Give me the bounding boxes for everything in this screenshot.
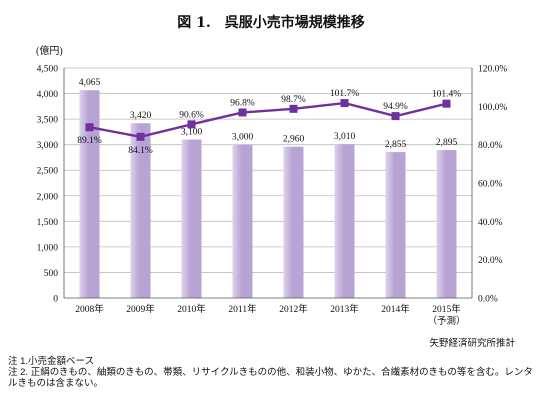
y2-tick-label: 20.0% xyxy=(478,256,503,266)
gridlines xyxy=(64,67,472,273)
bar-value-label: 3,100 xyxy=(181,128,203,138)
growth-rate-label: 89.1% xyxy=(77,136,102,146)
left-axis-unit: (億円) xyxy=(36,46,63,57)
x-tick-label: 2008年 xyxy=(75,303,104,315)
growth-rate-marker xyxy=(289,104,298,113)
bar xyxy=(130,123,151,298)
x-tick-label: （予測） xyxy=(427,315,465,327)
x-tick-label: 2010年 xyxy=(177,303,206,315)
bar-value-label: 2,960 xyxy=(283,135,305,145)
x-tick-label: 2011年 xyxy=(228,303,257,315)
growth-rate-label: 98.7% xyxy=(281,95,306,105)
growth-rate-label: 94.9% xyxy=(383,102,408,112)
y-tick-label: 0 xyxy=(53,295,58,305)
y2-tick-label: 100.0% xyxy=(478,103,507,113)
footnotes: 注 1.小売金額ベース 注 2. 正絹のきもの、紬類のきもの、帯類、リサイクルき… xyxy=(8,356,536,389)
bar-value-label: 2,895 xyxy=(436,138,458,148)
footnote-1: 注 1.小売金額ベース xyxy=(8,356,95,367)
bar xyxy=(283,146,304,298)
growth-rate-series xyxy=(85,99,451,141)
growth-rate-marker xyxy=(238,108,247,117)
bar-series xyxy=(79,90,457,298)
x-tick-label: 2013年 xyxy=(330,303,359,315)
growth-rate-marker xyxy=(442,99,451,108)
growth-rate-marker xyxy=(391,112,400,121)
chart-area: 4,065 3,420 3,100 3,000 2,960 3,010 2,855 2,895… xyxy=(37,65,516,350)
x-tick-label: 2012年 xyxy=(279,303,308,315)
footnote-2: 注 2. 正絹のきもの、紬類のきもの、帯類、リサイクルきものの他、和装小物、ゆか… xyxy=(8,367,533,389)
x-tick-label: 2014年 xyxy=(381,303,410,315)
bar xyxy=(334,144,355,298)
x-tick-label: 2015年 xyxy=(432,303,461,315)
y-tick-label: 4,500 xyxy=(37,65,59,75)
y-tick-label: 3,000 xyxy=(37,141,59,151)
bar-value-label: 3,420 xyxy=(130,111,152,121)
y-tick-label: 1,000 xyxy=(37,243,59,253)
bar xyxy=(181,139,202,298)
x-tick-label: 2009年 xyxy=(126,303,155,315)
bar-value-label: 3,000 xyxy=(232,133,254,143)
y-tick-label: 4,000 xyxy=(37,90,59,100)
y2-tick-label: 60.0% xyxy=(478,180,503,190)
y2-tick-label: 0.0% xyxy=(478,295,498,305)
y2-tick-label: 40.0% xyxy=(478,218,503,228)
growth-rate-label: 90.6% xyxy=(179,110,204,120)
growth-rate-marker xyxy=(340,99,349,108)
y-tick-label: 3,500 xyxy=(37,116,59,126)
source-credit: 矢野経済研究所推計 xyxy=(429,337,515,349)
bar-value-label: 3,010 xyxy=(334,132,356,142)
growth-rate-marker xyxy=(187,120,196,129)
growth-rate-label: 101.7% xyxy=(330,89,359,99)
growth-rate-marker xyxy=(136,132,145,141)
axes: 0 500 1,000 1,500 2,000 2,500 3,000 3,500 4,000 4… xyxy=(37,65,508,328)
growth-rate-marker xyxy=(85,123,94,132)
growth-rate-label: 101.4% xyxy=(432,90,461,100)
y2-tick-label: 120.0% xyxy=(478,65,507,75)
chart-title: 図 1. 呉服小売市場規模推移 xyxy=(177,15,365,31)
bar xyxy=(436,150,457,298)
bar xyxy=(79,90,100,298)
growth-rate-label: 84.1% xyxy=(128,146,153,156)
growth-rate-label: 96.8% xyxy=(230,98,255,108)
growth-rate-line xyxy=(89,101,447,139)
bar-value-label: 4,065 xyxy=(79,78,101,88)
y-tick-label: 500 xyxy=(44,269,59,279)
y-tick-label: 1,500 xyxy=(37,218,59,228)
bar xyxy=(385,152,406,298)
y-tick-label: 2,000 xyxy=(37,192,59,202)
bar-value-label: 2,855 xyxy=(385,140,407,150)
bar xyxy=(232,144,253,298)
y-tick-label: 2,500 xyxy=(37,167,59,177)
y2-tick-label: 80.0% xyxy=(478,141,503,151)
data-labels: 4,065 3,420 3,100 3,000 2,960 3,010 2,855 2,895… xyxy=(77,78,461,156)
